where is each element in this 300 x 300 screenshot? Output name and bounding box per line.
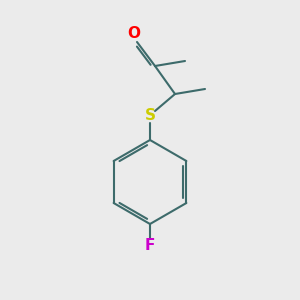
Text: F: F [145, 238, 155, 253]
Text: S: S [145, 109, 155, 124]
Text: O: O [128, 26, 140, 40]
